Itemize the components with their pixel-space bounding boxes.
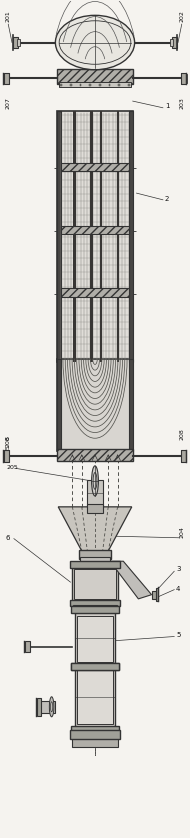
Bar [71, 726, 119, 732]
Bar [25, 641, 30, 653]
Bar [90, 111, 93, 362]
Text: 2: 2 [165, 196, 169, 203]
Bar [59, 82, 131, 87]
Bar [109, 84, 111, 86]
Bar [99, 84, 101, 86]
Text: 206: 206 [6, 436, 11, 447]
Bar [72, 565, 118, 603]
Text: 208: 208 [179, 428, 184, 440]
Bar [60, 84, 62, 86]
Polygon shape [110, 561, 152, 599]
Bar [157, 588, 158, 602]
Bar [40, 701, 55, 713]
Bar [57, 359, 133, 451]
Text: 201: 201 [6, 10, 11, 22]
Polygon shape [58, 507, 132, 553]
Bar [181, 73, 186, 85]
Bar [73, 605, 117, 613]
Bar [86, 480, 104, 507]
Bar [4, 450, 9, 462]
Bar [61, 288, 129, 297]
Bar [73, 111, 76, 362]
Bar [36, 697, 41, 716]
Bar [57, 70, 133, 85]
Bar [57, 449, 133, 461]
Text: 6: 6 [6, 535, 10, 541]
Bar [70, 730, 120, 738]
Bar [57, 111, 133, 362]
Bar [185, 75, 187, 83]
Bar [77, 670, 113, 724]
Bar [70, 561, 120, 568]
Bar [70, 600, 120, 607]
Bar [128, 84, 130, 86]
Bar [4, 73, 9, 85]
Bar [61, 225, 129, 234]
Bar [170, 39, 173, 46]
Circle shape [49, 696, 54, 716]
Text: 3: 3 [176, 566, 181, 572]
Bar [75, 612, 115, 666]
Bar [117, 111, 119, 362]
Bar [3, 75, 5, 83]
Bar [70, 84, 72, 86]
Text: 4: 4 [176, 586, 180, 592]
Bar [79, 84, 81, 86]
Bar [152, 591, 157, 599]
Ellipse shape [55, 15, 135, 70]
Bar [172, 37, 177, 49]
Bar [57, 359, 61, 451]
Text: 5: 5 [176, 632, 180, 638]
Text: 205: 205 [6, 444, 11, 456]
Text: 8: 8 [6, 436, 11, 440]
Text: 205: 205 [6, 465, 18, 470]
Bar [80, 557, 110, 567]
Bar [71, 664, 119, 670]
Bar [74, 569, 116, 599]
Bar [57, 111, 61, 362]
Bar [72, 737, 118, 747]
Bar [71, 607, 119, 613]
Circle shape [92, 466, 98, 496]
Bar [181, 450, 186, 462]
Bar [129, 359, 133, 451]
Bar [118, 84, 120, 86]
Text: 207: 207 [6, 97, 11, 109]
Bar [89, 84, 91, 86]
Bar [61, 163, 129, 171]
Bar [71, 664, 119, 670]
Bar [86, 504, 104, 513]
Text: 204: 204 [179, 526, 184, 538]
Text: 202: 202 [179, 10, 184, 22]
Bar [100, 111, 102, 362]
Bar [129, 111, 133, 362]
Bar [75, 666, 115, 728]
Bar [13, 37, 18, 49]
Bar [77, 616, 113, 662]
Text: 1: 1 [165, 103, 169, 109]
Bar [79, 551, 111, 559]
Text: 203: 203 [179, 97, 184, 109]
Bar [17, 39, 20, 46]
